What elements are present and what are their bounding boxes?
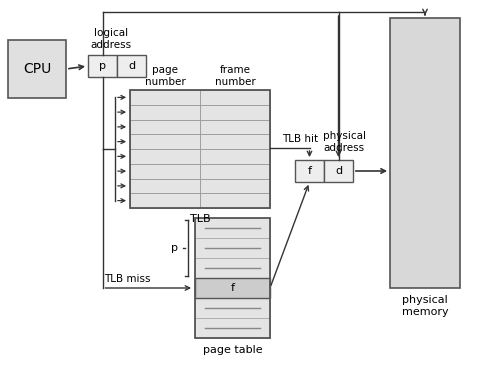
Bar (200, 149, 270, 164)
Text: d: d (335, 166, 342, 176)
Bar (195, 278, 270, 298)
Bar (130, 90, 270, 208)
Bar (8, 40, 66, 98)
Text: TLB hit: TLB hit (282, 134, 318, 144)
Bar (130, 134, 200, 149)
Bar (130, 164, 200, 178)
Bar (130, 105, 200, 120)
Text: logical
address: logical address (91, 28, 132, 50)
Bar (130, 178, 200, 193)
Text: CPU: CPU (23, 62, 51, 76)
Bar (195, 318, 270, 338)
Text: physical
memory: physical memory (401, 295, 448, 317)
Bar (200, 193, 270, 208)
Bar (195, 258, 270, 278)
Text: page table: page table (202, 345, 262, 355)
Bar (195, 278, 270, 298)
Bar (130, 120, 200, 134)
Bar (130, 90, 200, 105)
Text: d: d (128, 61, 135, 71)
Text: frame
number: frame number (215, 65, 255, 87)
Bar (195, 298, 270, 318)
Text: f: f (307, 166, 311, 176)
Bar (195, 238, 270, 258)
Bar (200, 120, 270, 134)
Bar (200, 90, 270, 105)
Bar (195, 218, 270, 338)
Text: p: p (99, 61, 106, 71)
Bar (324, 160, 353, 182)
Bar (390, 18, 460, 288)
Text: page
number: page number (145, 65, 185, 87)
Text: p: p (170, 243, 178, 253)
Text: physical
address: physical address (323, 131, 365, 153)
Bar (200, 134, 270, 149)
Text: TLB: TLB (190, 214, 210, 224)
Bar (195, 218, 270, 238)
Bar (117, 55, 146, 77)
Bar (200, 105, 270, 120)
Bar (130, 149, 200, 164)
Bar (200, 164, 270, 178)
Bar (130, 193, 200, 208)
Text: f: f (231, 283, 235, 293)
Bar (200, 178, 270, 193)
Text: TLB miss: TLB miss (104, 274, 151, 284)
Bar (295, 160, 324, 182)
Bar (88, 55, 117, 77)
